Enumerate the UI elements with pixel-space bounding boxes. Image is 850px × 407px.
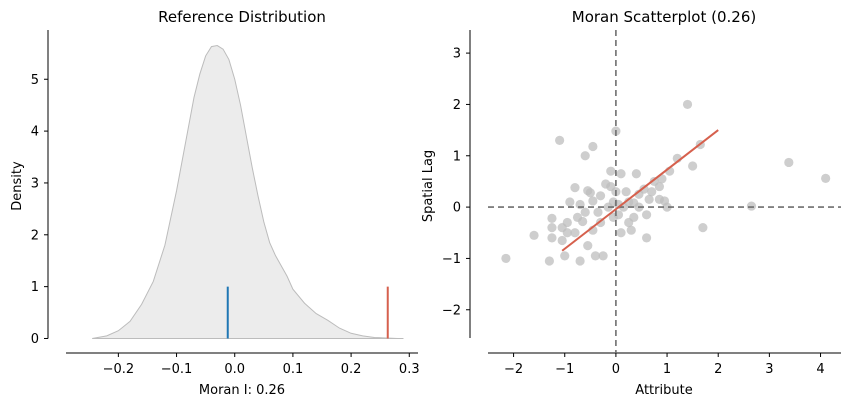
scatter-point <box>562 217 572 228</box>
scatter-point <box>698 223 708 233</box>
left-x-tick-label: −0.2 <box>103 362 135 377</box>
left-y-tick-label: 4 <box>31 125 39 140</box>
scatter-point <box>631 169 641 179</box>
scatter-point <box>547 223 557 233</box>
left-y-tick-label: 1 <box>31 280 39 295</box>
scatter-point <box>593 207 603 217</box>
scatter-point <box>598 251 608 261</box>
scatter-point <box>501 253 511 264</box>
scatter-point <box>588 196 598 206</box>
left-y-tick-label: 5 <box>31 73 39 88</box>
scatter-point <box>588 141 598 152</box>
right-x-tick-label: −2 <box>504 362 523 377</box>
right-x-tick-label: 1 <box>663 362 671 377</box>
left-x-tick-label: 0.3 <box>399 362 420 377</box>
scatter-point <box>647 187 657 197</box>
left-x-tick-label: 0.0 <box>224 362 245 377</box>
scatter-point <box>784 157 794 168</box>
right-x-axis-label: Attribute <box>635 383 692 398</box>
scatter-point <box>641 233 652 243</box>
scatter-point <box>654 181 664 192</box>
scatter-point <box>595 191 606 201</box>
scatter-point <box>616 169 626 179</box>
scatter-point <box>565 197 575 207</box>
right-y-tick-label: 2 <box>453 98 461 113</box>
scatter-point <box>590 251 601 261</box>
scatter-point <box>641 210 652 220</box>
reference-distribution-chart: Reference Distribution Moran I: 0.26 Den… <box>10 8 420 398</box>
scatter-point <box>821 173 831 183</box>
scatter-point <box>575 256 585 266</box>
scatter-point <box>585 188 595 198</box>
moran-scatterplot-chart: Moran Scatterplot (0.26) Attribute Spati… <box>421 8 841 398</box>
density-curve-area <box>92 45 404 339</box>
scatter-point <box>570 182 580 193</box>
right-y-tick-label: 0 <box>453 201 461 216</box>
right-x-tick-label: −1 <box>555 362 574 377</box>
scatter-point <box>547 213 557 223</box>
right-x-tick-label: 2 <box>714 362 722 377</box>
left-x-axis-label: Moran I: 0.26 <box>199 383 285 398</box>
scatter-point <box>560 251 570 261</box>
scatter-point <box>682 99 693 110</box>
scatter-point <box>529 230 539 240</box>
regression-fit-line <box>561 129 719 252</box>
scatter-point <box>580 151 590 161</box>
left-x-tick-label: 0.1 <box>283 362 304 377</box>
right-x-tick-label: 0 <box>612 362 620 377</box>
right-x-tick-label: 4 <box>816 362 824 377</box>
scatter-point <box>662 202 672 212</box>
scatter-point <box>746 201 757 211</box>
scatter-point <box>562 228 572 238</box>
scatter-point <box>621 187 631 197</box>
scatter-point <box>570 228 580 238</box>
scatter-point <box>580 207 590 217</box>
left-y-tick-label: 3 <box>31 176 39 191</box>
scatter-point <box>555 135 565 145</box>
scatter-point <box>644 194 654 204</box>
left-y-tick-label: 2 <box>31 228 39 243</box>
right-y-tick-label: −2 <box>442 303 461 318</box>
scatter-point <box>578 216 588 227</box>
scatter-point <box>547 233 557 243</box>
scatter-point <box>583 241 593 251</box>
scatter-point <box>626 225 636 235</box>
scatter-point <box>616 228 626 238</box>
left-y-axis-label: Density <box>10 161 25 211</box>
left-x-tick-label: −0.1 <box>161 362 193 377</box>
scatter-point <box>557 235 567 246</box>
right-y-tick-label: 1 <box>453 149 461 164</box>
scatter-point <box>544 256 554 266</box>
scatter-point <box>688 161 698 171</box>
right-y-tick-label: −1 <box>442 252 461 267</box>
right-y-axis-label: Spatial Lag <box>421 150 436 222</box>
scatter-point <box>629 212 639 222</box>
scatter-point <box>606 166 616 176</box>
right-y-tick-label: 3 <box>453 47 461 62</box>
right-chart-title: Moran Scatterplot (0.26) <box>572 8 757 26</box>
right-x-tick-label: 3 <box>765 362 773 377</box>
left-y-tick-label: 0 <box>31 332 39 347</box>
left-chart-title: Reference Distribution <box>158 8 326 26</box>
left-x-tick-label: 0.2 <box>341 362 362 377</box>
